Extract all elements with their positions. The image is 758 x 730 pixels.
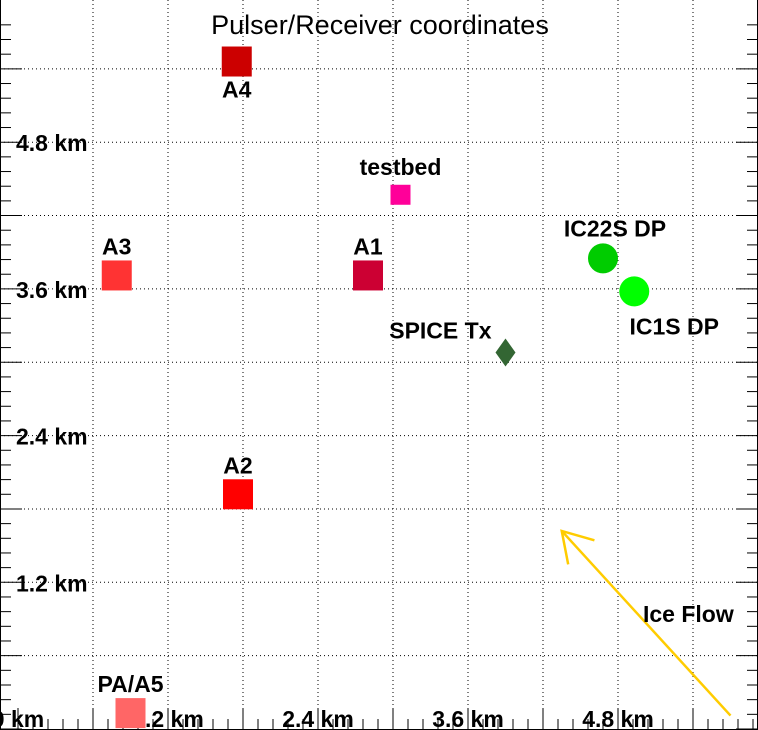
marker-testbed xyxy=(390,184,411,205)
annotation-layer: Ice Flow xyxy=(560,529,734,717)
ice-flow-arrow-head xyxy=(560,529,595,565)
points-layer xyxy=(101,46,650,729)
point-label-testbed: testbed xyxy=(360,154,442,180)
x-tick-label: 3.6 km xyxy=(432,706,504,730)
marker-a3 xyxy=(101,260,132,291)
marker-a4 xyxy=(221,46,252,77)
marker-a1 xyxy=(353,260,383,291)
labels-layer: A4 testbed A3 A1 IC22S DP IC1S DP SPICE Tx A2 PA… xyxy=(97,77,719,698)
marker-ic1s-dp xyxy=(619,276,650,307)
ice-flow-arrow-shaft xyxy=(560,530,732,717)
x-tick-label: 2.4 km xyxy=(282,706,354,730)
point-label-a1: A1 xyxy=(353,233,383,259)
point-label-pa-a5: PA/A5 xyxy=(97,671,163,697)
x-tick-label: 4.8 km xyxy=(582,706,654,730)
marker-pa-a5 xyxy=(115,698,146,729)
point-label-a4: A4 xyxy=(222,77,252,103)
y-tick-label: 2.4 km xyxy=(16,424,88,450)
point-label-ic22s-dp: IC22S DP xyxy=(564,215,666,241)
point-label-spice-tx: SPICE Tx xyxy=(389,317,491,343)
chart-title: Pulser/Receiver coordinates xyxy=(211,10,549,40)
y-tick-label: 1.2 km xyxy=(16,570,88,596)
point-label-a2: A2 xyxy=(223,452,252,478)
marker-ic22s-dp xyxy=(588,243,618,274)
point-label-a3: A3 xyxy=(102,233,131,259)
marker-spice-tx xyxy=(495,338,516,367)
marker-a2 xyxy=(223,479,253,510)
y-tick-label: 4.8 km xyxy=(16,130,88,156)
x-tick-label: 0 km xyxy=(0,706,44,730)
ice-flow-label: Ice Flow xyxy=(643,601,734,627)
y-tick-label: 3.6 km xyxy=(16,277,88,303)
point-label-ic1s-dp: IC1S DP xyxy=(630,313,719,339)
